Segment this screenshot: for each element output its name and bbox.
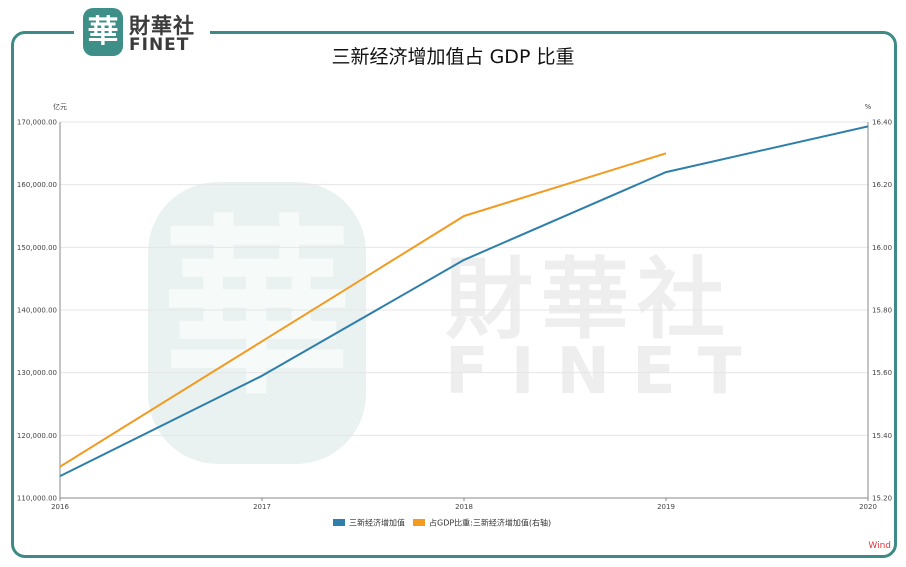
source-label: Wind: [868, 541, 891, 551]
y-left-tick-label: 130,000.00: [17, 369, 57, 377]
chart-title: 三新经济增加值占 GDP 比重: [331, 46, 575, 68]
watermark-seal: [148, 182, 366, 464]
x-tick-label: 2018: [455, 503, 473, 511]
finet-logo: 華 財華社 FINET: [74, 4, 210, 60]
logo-chinese-text: 財華社: [129, 14, 195, 38]
y-left-tick-label: 160,000.00: [17, 181, 57, 189]
y-right-tick-label: 16.20: [872, 181, 892, 189]
logo-english-text: FINET: [129, 35, 190, 55]
y-left-tick-label: 140,000.00: [17, 307, 57, 315]
y-right-tick-label: 16.00: [872, 244, 892, 252]
watermark-cn: 財華社: [445, 248, 733, 351]
legend-swatch: [333, 519, 345, 526]
y-right-tick-label: 15.20: [872, 495, 892, 503]
y-right-tick-label: 16.40: [872, 119, 892, 127]
y-right-tick-label: 15.40: [872, 432, 892, 440]
x-tick-label: 2017: [253, 503, 271, 511]
watermark-en: FINET: [445, 335, 763, 409]
y-left-tick-label: 120,000.00: [17, 432, 57, 440]
legend-label: 三新经济增加值: [349, 518, 405, 528]
legend-label: 占GDP比重:三新经济增加值(右轴): [429, 518, 551, 528]
y-right-tick-label: 15.80: [872, 307, 892, 315]
y-right-tick-label: 15.60: [872, 369, 892, 377]
logo-seal: 華: [83, 8, 123, 56]
y-left-tick-label: 110,000.00: [17, 495, 57, 503]
y-left-axis-unit: 亿元: [53, 102, 67, 111]
chart-frame: [11, 31, 897, 558]
y-right-axis-unit: %: [865, 103, 872, 111]
x-tick-label: 2020: [859, 503, 877, 511]
x-tick-label: 2019: [657, 503, 675, 511]
series-line-gdp-share: [59, 152, 667, 468]
x-tick-label: 2016: [51, 503, 69, 511]
legend-swatch: [413, 519, 425, 526]
series-line-value-added: [59, 125, 869, 477]
y-left-tick-label: 170,000.00: [17, 119, 57, 127]
y-left-tick-label: 150,000.00: [17, 244, 57, 252]
